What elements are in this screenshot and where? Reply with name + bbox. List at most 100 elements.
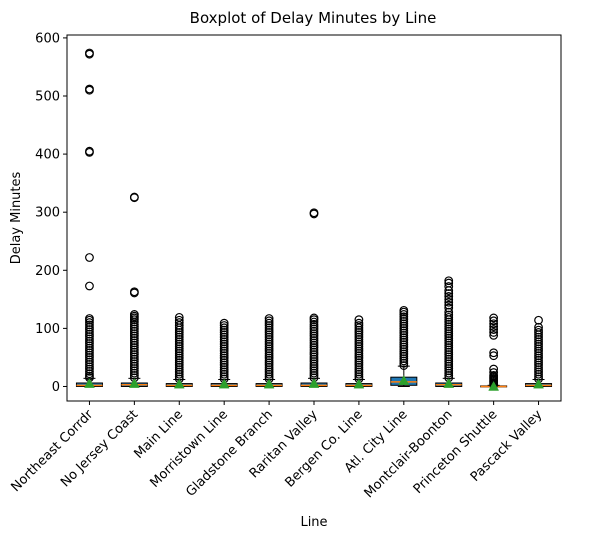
outlier-point xyxy=(129,350,139,359)
outlier-point xyxy=(444,324,454,334)
outlier-point xyxy=(129,368,139,378)
outlier-point xyxy=(264,335,274,344)
outlier-point xyxy=(309,329,319,339)
y-axis-title: Delay Minutes xyxy=(9,171,24,264)
outlier-point xyxy=(264,321,274,330)
outlier-point xyxy=(309,336,319,345)
plot-area xyxy=(75,48,553,391)
outlier-point xyxy=(444,297,454,307)
outlier-point xyxy=(399,361,409,370)
x-tick-label: Montclair-Boonton xyxy=(362,407,456,501)
outlier-point xyxy=(129,326,139,336)
outlier-point xyxy=(85,48,94,58)
outlier-point xyxy=(354,318,364,328)
outlier-point xyxy=(129,354,139,364)
outlier-point xyxy=(534,346,543,356)
outlier-point xyxy=(309,345,319,355)
outlier-point xyxy=(534,353,543,363)
outlier-point xyxy=(85,366,94,376)
box-group xyxy=(480,313,508,391)
outlier-point xyxy=(174,332,184,342)
outlier-point xyxy=(219,353,229,363)
outlier-point xyxy=(489,368,499,377)
outlier-point xyxy=(354,341,364,351)
outlier-point xyxy=(129,310,139,319)
outlier-point xyxy=(444,329,454,339)
outlier-point xyxy=(444,322,454,332)
outlier-point xyxy=(534,360,543,370)
outlier-point xyxy=(174,337,184,347)
outlier-point xyxy=(399,319,409,329)
outlier-point xyxy=(444,331,454,341)
outlier-point xyxy=(444,303,454,313)
outlier-point xyxy=(444,352,454,362)
outlier-point xyxy=(354,369,364,379)
outlier-point xyxy=(129,331,139,341)
outlier-point xyxy=(309,359,319,369)
outlier-point xyxy=(309,361,319,371)
outlier-point xyxy=(309,368,319,378)
mean-marker xyxy=(218,378,230,389)
outlier-point xyxy=(264,365,274,375)
outlier-point xyxy=(444,368,454,378)
outlier-point xyxy=(219,328,229,337)
outlier-point xyxy=(534,362,543,372)
outlier-point xyxy=(309,343,319,352)
outlier-point xyxy=(85,348,94,358)
outlier-point xyxy=(354,339,364,349)
outlier-point xyxy=(399,351,409,361)
outlier-point xyxy=(85,332,94,341)
y-axis: 0 100 200 300 400 500 600 xyxy=(35,31,67,395)
mean-marker xyxy=(263,378,275,389)
outlier-point xyxy=(174,328,184,337)
outlier-point xyxy=(219,341,229,351)
outlier-point xyxy=(85,329,94,339)
outlier-point xyxy=(85,360,94,369)
outlier-point xyxy=(444,317,454,327)
outlier-point xyxy=(309,319,319,329)
outlier-point xyxy=(219,362,229,372)
outlier-point xyxy=(219,339,229,349)
outlier-point xyxy=(534,369,543,379)
outlier-point xyxy=(264,367,274,377)
outlier-point xyxy=(129,340,139,350)
box-group xyxy=(120,192,148,388)
outlier-point xyxy=(309,350,319,359)
outlier-point xyxy=(399,342,409,352)
outlier-point xyxy=(309,313,319,323)
outlier-point xyxy=(444,312,454,322)
outlier-point xyxy=(264,325,274,335)
mean-marker xyxy=(84,378,95,388)
outlier-point xyxy=(354,328,364,337)
outlier-point xyxy=(174,351,184,361)
outlier-point xyxy=(129,333,139,343)
outlier-point xyxy=(444,282,454,291)
outlier-point xyxy=(219,337,229,347)
outlier-point xyxy=(219,355,229,365)
outlier-point xyxy=(264,316,274,326)
outlier-point xyxy=(399,326,409,336)
outlier-point xyxy=(129,357,139,366)
outlier-point xyxy=(444,359,454,369)
outlier-point xyxy=(534,344,543,354)
outlier-point xyxy=(264,369,274,379)
outlier-point xyxy=(85,327,94,337)
outlier-point xyxy=(489,313,499,323)
outlier-point xyxy=(354,321,364,330)
outlier-point xyxy=(534,315,543,325)
outlier-point xyxy=(489,348,499,358)
box-group xyxy=(75,48,103,388)
outlier-point xyxy=(85,146,94,156)
outlier-point xyxy=(354,330,364,340)
box-group xyxy=(210,318,238,389)
outlier-point xyxy=(444,326,454,336)
outlier-point xyxy=(85,281,94,291)
outlier-point xyxy=(534,341,543,351)
outlier-point xyxy=(219,323,229,333)
outlier-point xyxy=(354,365,364,375)
outlier-point xyxy=(309,357,319,366)
outlier-point xyxy=(534,328,543,337)
outlier-point xyxy=(399,312,409,322)
outlier-point xyxy=(489,325,499,334)
